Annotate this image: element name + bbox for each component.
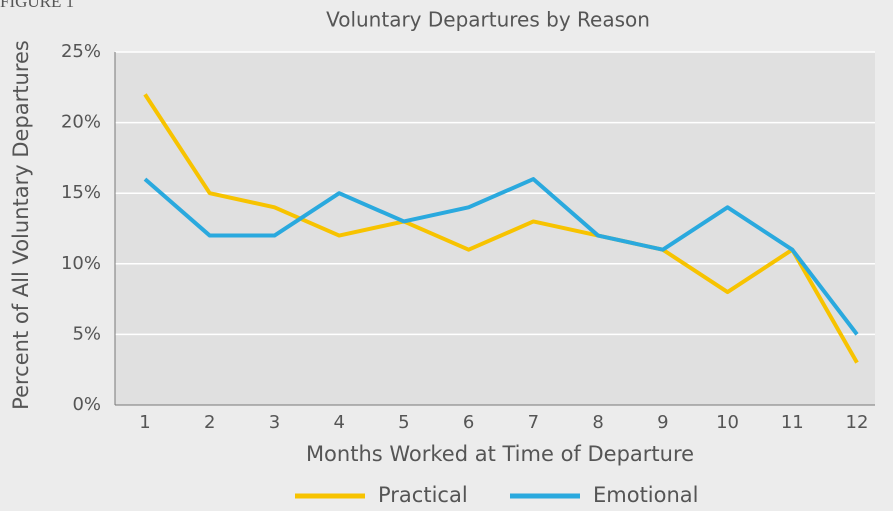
x-tick-label: 1 <box>139 412 150 433</box>
chart-title: Voluntary Departures by Reason <box>326 8 650 32</box>
y-tick-label: 15% <box>61 182 101 203</box>
legend-label: Practical <box>378 483 468 507</box>
x-axis-label: Months Worked at Time of Departure <box>306 442 694 466</box>
figure-label: FIGURE 1 <box>0 0 74 11</box>
y-tick-label: 25% <box>61 41 101 62</box>
y-axis-label: Percent of All Voluntary Departures <box>9 40 33 410</box>
series-line <box>143 93 859 364</box>
x-tick-label: 5 <box>398 412 409 433</box>
y-tick-label: 10% <box>61 253 101 274</box>
y-tick-label: 5% <box>72 323 101 344</box>
x-tick-label: 4 <box>333 412 344 433</box>
x-tick-label: 3 <box>269 412 280 433</box>
plot-area <box>115 52 875 405</box>
x-tick-label: 7 <box>528 412 539 433</box>
x-tick-label: 2 <box>204 412 215 433</box>
x-tick-label: 12 <box>846 412 869 433</box>
y-tick-label: 0% <box>72 394 101 415</box>
x-tick-label: 11 <box>781 412 804 433</box>
x-tick-label: 10 <box>716 412 739 433</box>
x-tick-label: 6 <box>463 412 474 433</box>
x-tick-label: 8 <box>592 412 603 433</box>
x-tick-label: 9 <box>657 412 668 433</box>
y-tick-label: 20% <box>61 112 101 133</box>
legend-label: Emotional <box>593 483 699 507</box>
series-line <box>143 177 859 336</box>
